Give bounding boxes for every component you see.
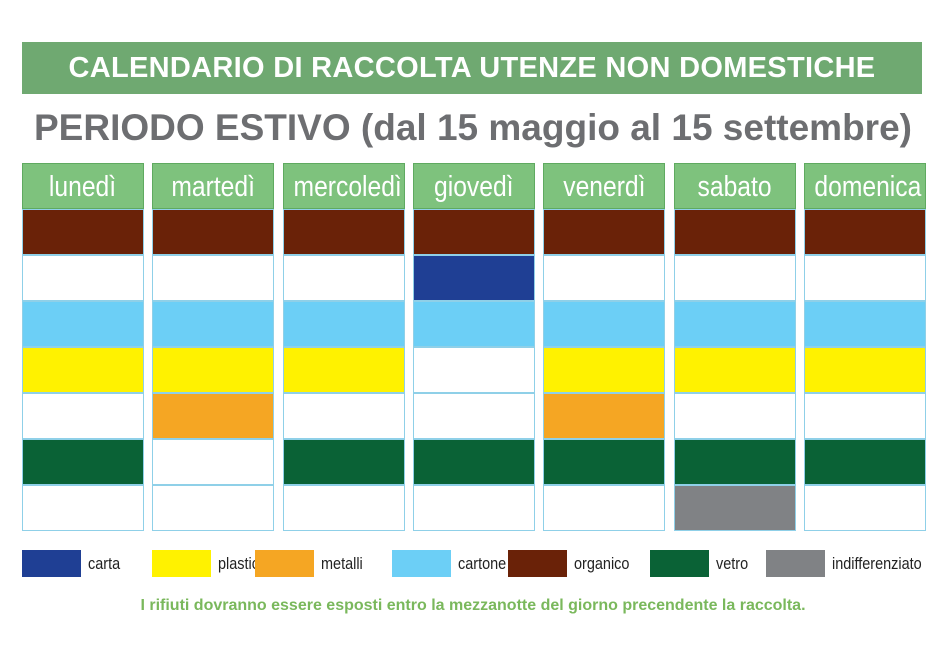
slot-empty — [152, 255, 275, 301]
slot-empty — [22, 255, 144, 301]
slot-vetro — [803, 439, 926, 485]
slot-plastica — [282, 347, 405, 393]
slot-cartone — [803, 301, 926, 347]
day-column: martedì — [152, 163, 275, 531]
slot-plastica — [803, 347, 926, 393]
day-header: giovedì — [412, 163, 535, 209]
period-subtitle: PERIODO ESTIVO (dal 15 maggio al 15 sett… — [34, 107, 912, 148]
day-name: giovedì — [434, 171, 514, 203]
day-column: lunedì — [22, 163, 144, 531]
day-name: sabato — [697, 171, 772, 203]
slot-cartone — [152, 301, 275, 347]
slot-empty — [673, 255, 796, 301]
legend-swatch — [22, 550, 81, 577]
slot-organico — [803, 209, 926, 255]
footer-note: I rifiuti dovranno essere esposti entro … — [140, 597, 806, 614]
slot-metalli — [543, 393, 666, 439]
slot-empty — [282, 255, 405, 301]
legend: carta plastica metalli cartone organico vetro… — [22, 550, 924, 580]
slot-empty — [22, 393, 144, 439]
slot-vetro — [673, 439, 796, 485]
day-column: giovedì — [412, 163, 535, 531]
legend-label: metalli — [321, 554, 363, 573]
day-name: lunedì — [49, 171, 117, 203]
slot-empty — [803, 255, 926, 301]
slot-plastica — [152, 347, 275, 393]
slot-organico — [22, 209, 144, 255]
day-name: venerdì — [563, 171, 646, 203]
day-name: domenica — [814, 171, 922, 203]
legend-label: carta — [88, 554, 121, 573]
slot-vetro — [543, 439, 666, 485]
legend-label: cartone — [458, 554, 507, 573]
legend-swatch — [766, 550, 825, 577]
slot-organico — [543, 209, 666, 255]
day-header: lunedì — [22, 163, 144, 209]
slot-empty — [803, 485, 926, 531]
slot-carta — [412, 255, 535, 301]
legend-label: organico — [574, 554, 630, 573]
legend-label: indifferenziato — [832, 554, 922, 573]
slot-empty — [282, 485, 405, 531]
day-column: domenica — [803, 163, 926, 531]
legend-label: plastica — [218, 554, 267, 573]
slot-organico — [412, 209, 535, 255]
day-header: sabato — [673, 163, 796, 209]
day-column: venerdì — [543, 163, 666, 531]
day-name: martedì — [171, 171, 256, 203]
slot-empty — [412, 393, 535, 439]
slot-empty — [22, 485, 144, 531]
slot-cartone — [22, 301, 144, 347]
slot-plastica — [543, 347, 666, 393]
slot-cartone — [543, 301, 666, 347]
legend-swatch — [255, 550, 314, 577]
slot-empty — [543, 485, 666, 531]
day-column: mercoledì — [282, 163, 405, 531]
slot-plastica — [22, 347, 144, 393]
slot-organico — [673, 209, 796, 255]
legend-swatch — [650, 550, 709, 577]
slot-empty — [803, 393, 926, 439]
slot-empty — [152, 439, 275, 485]
legend-swatch — [392, 550, 451, 577]
legend-label: vetro — [716, 554, 749, 573]
day-header: mercoledì — [282, 163, 405, 209]
slot-empty — [673, 393, 796, 439]
slot-vetro — [412, 439, 535, 485]
page-title: CALENDARIO DI RACCOLTA UTENZE NON DOMEST… — [22, 42, 922, 94]
slot-empty — [412, 485, 535, 531]
slot-cartone — [282, 301, 405, 347]
slot-organico — [152, 209, 275, 255]
day-header: venerdì — [543, 163, 666, 209]
slot-empty — [282, 393, 405, 439]
slot-cartone — [673, 301, 796, 347]
legend-swatch — [152, 550, 211, 577]
slot-empty — [152, 485, 275, 531]
slot-cartone — [412, 301, 535, 347]
day-header: martedì — [152, 163, 275, 209]
slot-empty — [412, 347, 535, 393]
day-header: domenica — [803, 163, 926, 209]
slot-plastica — [673, 347, 796, 393]
day-column: sabato — [673, 163, 796, 531]
slot-vetro — [22, 439, 144, 485]
slot-organico — [282, 209, 405, 255]
calendar-grid: lunedì martedì mercoledì giovedì venerdì saba… — [22, 163, 926, 531]
slot-empty — [543, 255, 666, 301]
day-name: mercoledì — [293, 171, 402, 203]
slot-metalli — [152, 393, 275, 439]
slot-vetro — [282, 439, 405, 485]
slot-indifferenziato — [673, 485, 796, 531]
legend-swatch — [508, 550, 567, 577]
